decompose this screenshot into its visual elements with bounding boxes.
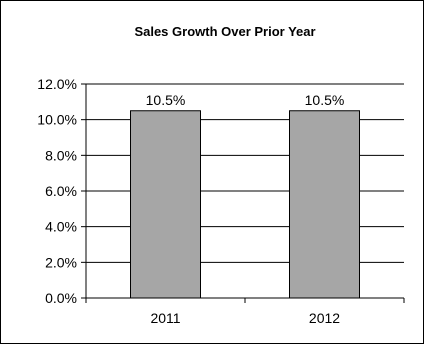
y-tick-label: 2.0% — [45, 254, 77, 270]
x-tick-labels: 2011 2012 — [150, 310, 340, 326]
x-tick-label-2012: 2012 — [309, 310, 340, 326]
y-tick-label: 12.0% — [37, 76, 77, 92]
data-labels: 10.5% 10.5% — [146, 92, 345, 108]
y-tick-label: 6.0% — [45, 183, 77, 199]
bars — [130, 110, 360, 299]
bar-2012 — [289, 110, 360, 299]
data-label-2012: 10.5% — [305, 92, 345, 108]
y-tick-labels: 0.0% 2.0% 4.0% 6.0% 8.0% 10.0% 12.0% — [37, 76, 77, 306]
x-tick-label-2011: 2011 — [150, 310, 180, 326]
bar-2011 — [130, 110, 201, 299]
data-label-2011: 10.5% — [146, 92, 186, 108]
y-tick-label: 10.0% — [37, 112, 77, 128]
y-tick-label: 8.0% — [45, 147, 77, 163]
y-tick-label: 4.0% — [45, 219, 77, 235]
axes — [81, 83, 405, 303]
chart-title: Sales Growth Over Prior Year — [134, 24, 315, 39]
y-tick-label: 0.0% — [45, 290, 77, 306]
